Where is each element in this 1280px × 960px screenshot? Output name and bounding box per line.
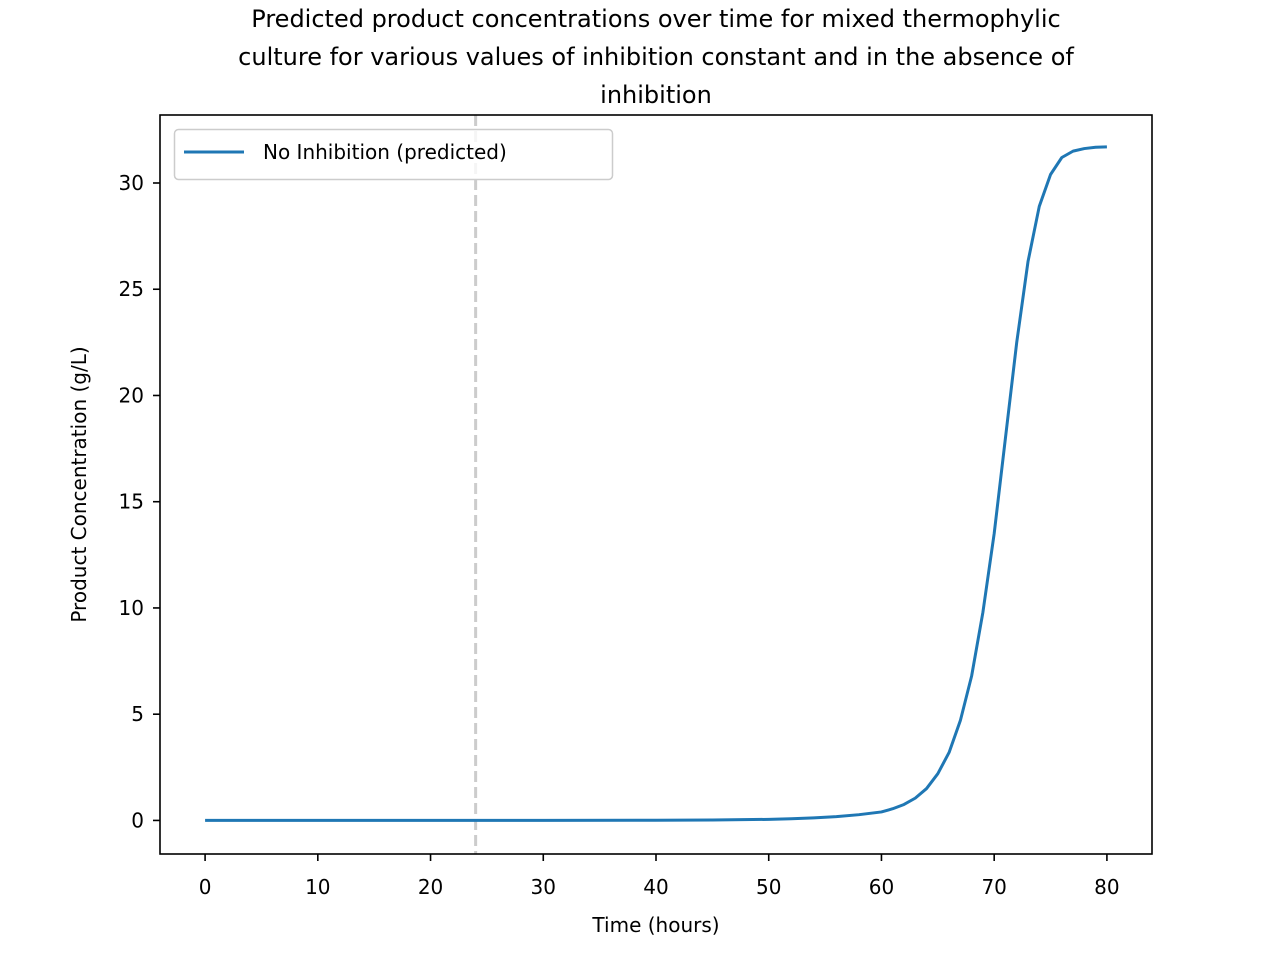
x-tick-label: 10 [305,875,330,899]
chart-title: Predicted product concentrations over ti… [238,5,1074,109]
x-tick-label: 50 [756,875,781,899]
x-tick-label: 40 [643,875,668,899]
y-tick-label: 25 [119,277,144,301]
series-layer [205,145,1107,822]
x-tick-label: 70 [981,875,1006,899]
chart-title-line-2: culture for various values of inhibition… [238,43,1074,71]
y-tick-label: 20 [119,383,144,407]
x-axis-label: Time (hours) [591,913,719,937]
x-tick-label: 20 [418,875,443,899]
y-tick-label: 30 [119,171,144,195]
y-axis-label: Product Concentration (g/L) [67,346,91,622]
y-tick-label: 10 [119,596,144,620]
legend-label-no-inhibition: No Inhibition (predicted) [263,140,507,164]
y-tick-label: 0 [131,808,144,832]
chart-title-line-1: Predicted product concentrations over ti… [251,5,1060,33]
x-tick-label: 0 [199,875,212,899]
y-tick-label: 15 [119,490,144,514]
plot-frame [159,114,1153,855]
y-tick-label: 5 [131,702,144,726]
x-tick-label: 30 [531,875,556,899]
x-tick-label: 60 [869,875,894,899]
x-tick-label: 80 [1094,875,1119,899]
legend: No Inhibition (predicted) [173,128,614,181]
chart-title-line-3: inhibition [600,81,712,109]
y-axis: 0 5 10 15 20 25 30 [119,171,160,832]
x-axis: 0 10 20 30 40 50 60 70 80 [199,854,1120,899]
legend-box [173,128,614,181]
series-line-0 [205,145,1107,822]
